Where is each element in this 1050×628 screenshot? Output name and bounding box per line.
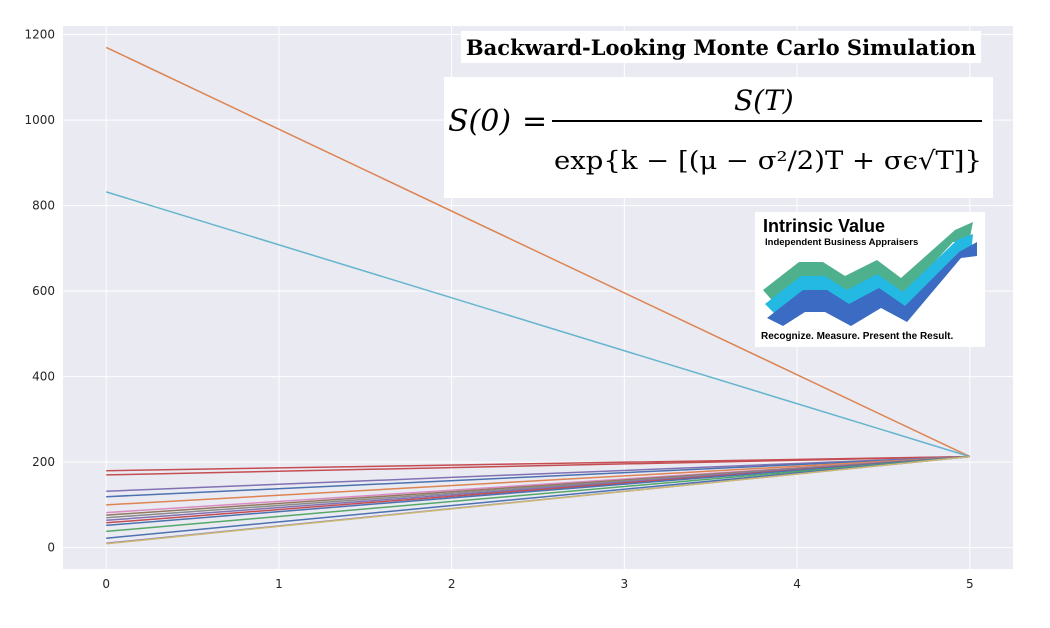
y-tick-label: 1200: [24, 28, 55, 42]
x-tick-label: 5: [966, 577, 974, 591]
series-line: [106, 455, 970, 476]
logo-arrows-graphic: [763, 222, 977, 326]
x-tick-labels: 0 1 2 3 4 5: [102, 577, 973, 591]
y-tick-labels: 0 200 400 600 800 1000 1200: [24, 28, 55, 555]
logo: Intrinsic Value Independent Business App…: [755, 212, 985, 347]
x-tick-label: 4: [793, 577, 801, 591]
y-tick-label: 600: [32, 284, 55, 298]
y-tick-label: 1000: [24, 113, 55, 127]
logo-subtitle: Independent Business Appraisers: [765, 237, 919, 248]
y-tick-label: 0: [47, 541, 55, 555]
series-line: [106, 455, 970, 492]
series-line: [106, 455, 970, 506]
formula-box: S(0) = S(T) exp{k − [(μ − σ²/2)T + σϵ√T]…: [444, 77, 993, 198]
x-tick-label: 3: [621, 577, 629, 591]
y-tick-label: 800: [32, 199, 55, 213]
formula-equals: =: [522, 104, 547, 139]
series-lines: [105, 46, 971, 545]
x-tick-label: 1: [275, 577, 283, 591]
logo-tagline: Recognize. Measure. Present the Result.: [761, 331, 954, 342]
series-line: [106, 455, 970, 533]
formula-numerator: S(T): [734, 84, 794, 117]
y-tick-label: 200: [32, 455, 55, 469]
y-tick-label: 400: [32, 370, 55, 384]
formula-denominator: exp{k − [(μ − σ²/2)T + σϵ√T]}: [554, 146, 982, 175]
x-tick-label: 2: [448, 577, 456, 591]
series-line: [105, 46, 971, 458]
formula: S(0) = S(T) exp{k − [(μ − σ²/2)T + σϵ√T]…: [448, 84, 982, 175]
chart-title: Backward-Looking Monte Carlo Simulation: [465, 34, 977, 60]
series-line: [106, 455, 970, 539]
series-line: [106, 455, 970, 545]
x-tick-label: 0: [102, 577, 110, 591]
formula-lhs: S(0): [448, 104, 511, 139]
logo-name: Intrinsic Value: [763, 216, 886, 236]
series-line: [105, 191, 971, 458]
logo-arrow-blue: [767, 242, 977, 326]
series-line: [106, 455, 970, 527]
chart-title-box: Backward-Looking Monte Carlo Simulation: [461, 31, 981, 63]
series-line: [106, 455, 970, 498]
